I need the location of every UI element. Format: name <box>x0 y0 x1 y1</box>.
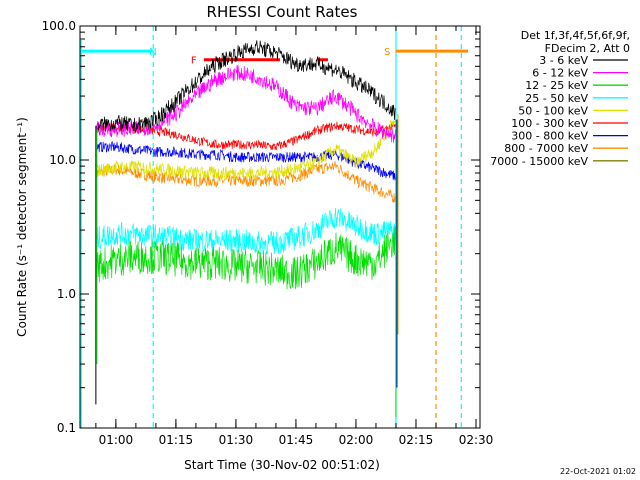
x-axis-label: Start Time (30-Nov-02 00:51:02) <box>184 458 380 472</box>
legend-label-2: 12 - 25 keV <box>525 79 588 92</box>
y-axis-label: Count Rate (s⁻¹ detector segment⁻¹) <box>15 117 29 337</box>
series-12-25kev <box>95 225 396 290</box>
y-tick-label-2: 10.0 <box>49 153 76 167</box>
plot-frame <box>79 25 481 429</box>
footer-timestamp: 22-Oct-2021 01:02 <box>560 467 636 476</box>
legend-label-6: 300 - 800 keV <box>511 130 588 143</box>
annotation-label-f: F <box>191 56 197 67</box>
x-tick-label-5: 02:15 <box>399 433 434 447</box>
series-800-7000kev <box>95 160 396 203</box>
series-6-12kev <box>95 64 396 143</box>
y-tick-label-1: 1.0 <box>57 287 76 301</box>
y-tick-label-3: 100.0 <box>42 19 76 33</box>
chart-title: RHESSI Count Rates <box>207 3 358 21</box>
legend-label-7: 800 - 7000 keV <box>504 142 588 155</box>
series-50-100kev <box>95 115 396 180</box>
legend-header-line-1: Det 1f,3f,4f,5f,6f,9f, <box>521 29 630 42</box>
legend-label-1: 6 - 12 keV <box>532 67 588 80</box>
x-tick-label-2: 01:30 <box>219 433 254 447</box>
series-3-6kev <box>97 40 396 134</box>
series-25-50kev <box>95 208 396 255</box>
legend-label-5: 100 - 300 keV <box>511 117 588 130</box>
axes-layer: 0.1 1.0 10.0 100.0 01:00 01:15 01:30 01:45 02:00… <box>42 19 494 447</box>
x-tick-label-3: 01:45 <box>279 433 314 447</box>
x-tick-label-1: 01:15 <box>159 433 194 447</box>
legend-label-8: 7000 - 15000 keV <box>490 155 588 168</box>
y-tick-label-0: 0.1 <box>57 421 76 435</box>
x-tick-label-0: 01:00 <box>99 433 134 447</box>
legend-label-3: 25 - 50 keV <box>525 92 588 105</box>
legend-label-0: 3 - 6 keV <box>539 54 588 67</box>
annotation-label-s: S <box>384 47 390 58</box>
legend-label-4: 50 - 100 keV <box>518 104 588 117</box>
x-tick-label-6: 02:30 <box>459 433 494 447</box>
annotation-label-n: N <box>149 47 156 58</box>
x-tick-label-4: 02:00 <box>339 433 374 447</box>
series-layer <box>95 40 399 418</box>
legend-header-line-2: FDecim 2, Att 0 <box>545 42 630 55</box>
